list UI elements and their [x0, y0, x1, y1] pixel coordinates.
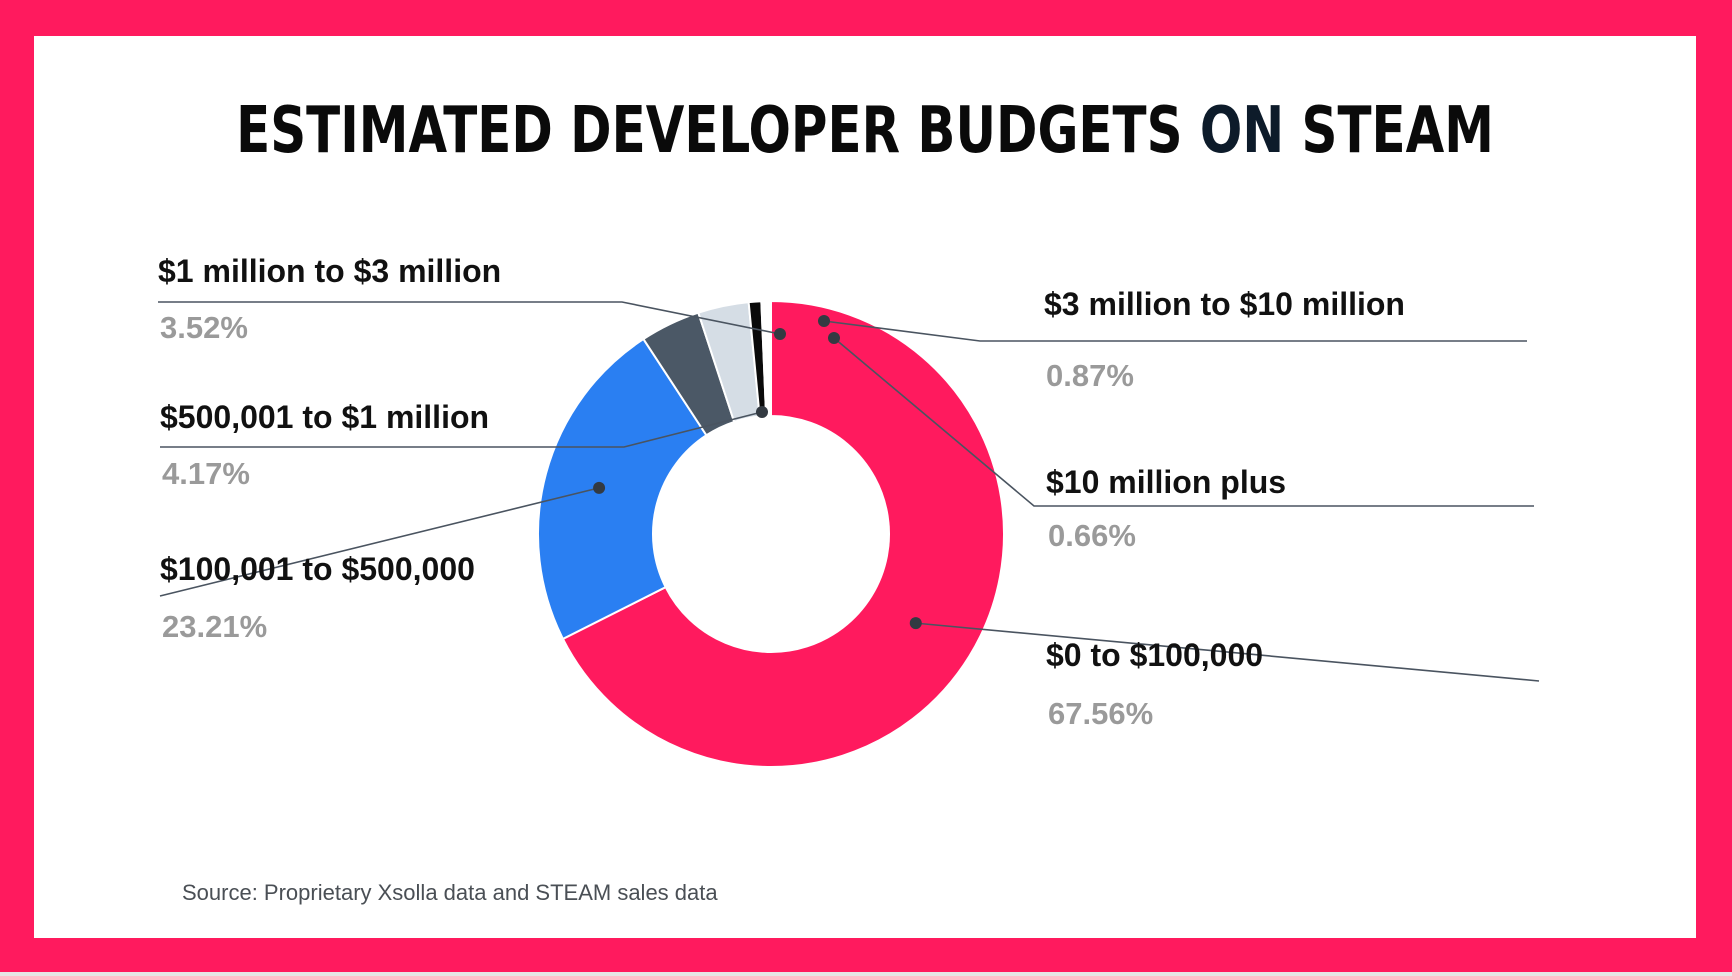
slice-label-10m-plus: $10 million plus — [1046, 464, 1286, 500]
leaders-layer — [158, 301, 1540, 682]
leader-dot-1m-to-3m — [774, 328, 786, 340]
chart-panel: ESTIMATED DEVELOPER BUDGETS ON STEAM $0 … — [34, 36, 1696, 938]
leader-dot-0-to-100k — [909, 617, 922, 630]
leader-line-3m-to-10m — [823, 320, 1527, 342]
slices-layer — [537, 299, 1005, 768]
slice-label-0-to-100k: $0 to $100,000 — [1046, 637, 1263, 673]
leader-dot-3m-to-10m — [818, 315, 830, 327]
labels-layer: $0 to $100,000 67.56% $100,001 to $500,000… — [158, 253, 1405, 731]
slice-percent-100k-to-500k: 23.21% — [162, 609, 267, 644]
slice-label-500k-to-1m: $500,001 to $1 million — [160, 399, 489, 435]
leader-line-500k-to-1m — [160, 411, 763, 448]
slice-100k-to-500k — [537, 337, 708, 641]
slice-label-100k-to-500k: $100,001 to $500,000 — [160, 551, 475, 587]
slice-percent-0-to-100k: 67.56% — [1048, 696, 1153, 731]
leader-line-100k-to-500k — [159, 487, 600, 597]
slice-percent-3m-to-10m: 0.87% — [1046, 358, 1134, 393]
leader-dot-100k-to-500k — [593, 481, 606, 494]
leader-dot-10m-plus — [828, 332, 840, 344]
title-tail: STEAM — [1301, 94, 1494, 168]
leader-line-0-to-100k — [915, 622, 1540, 682]
title-accent: ON — [1199, 94, 1285, 168]
slice-0-to-100k — [561, 299, 1005, 768]
slice-label-1m-to-3m: $1 million to $3 million — [158, 253, 501, 289]
slice-percent-1m-to-3m: 3.52% — [160, 310, 248, 345]
source-note: Source: Proprietary Xsolla data and STEA… — [182, 880, 718, 905]
slice-label-3m-to-10m: $3 million to $10 million — [1044, 286, 1405, 322]
title-main: ESTIMATED DEVELOPER BUDGETS — [236, 94, 1183, 168]
leader-line-1m-to-3m — [158, 301, 781, 335]
chart-title: ESTIMATED DEVELOPER BUDGETS ON STEAM — [217, 94, 1513, 168]
leader-dot-500k-to-1m — [756, 406, 768, 418]
slice-percent-500k-to-1m: 4.17% — [162, 456, 250, 491]
leader-line-10m-plus — [833, 337, 1534, 507]
slice-percent-10m-plus: 0.66% — [1048, 518, 1136, 553]
bottom-strip — [0, 972, 1732, 976]
slice-10m-plus — [760, 299, 772, 418]
donut-chart: $0 to $100,000 67.56% $100,001 to $500,000… — [158, 253, 1540, 768]
